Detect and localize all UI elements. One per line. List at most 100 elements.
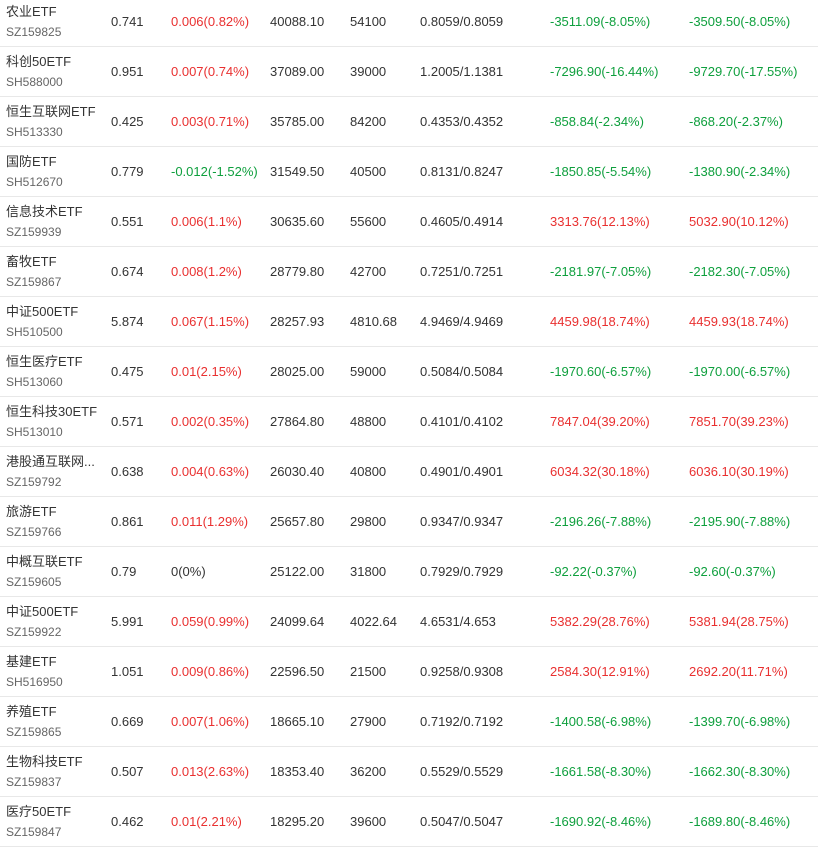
profit-loss-2: -9729.70(-17.55%) bbox=[689, 64, 798, 79]
price-cell: 0.861 bbox=[111, 496, 171, 547]
change-cell: 0.008(1.2%) bbox=[171, 246, 270, 297]
change: 0.059(0.99%) bbox=[171, 614, 250, 629]
etf-code: SH513010 bbox=[6, 424, 63, 439]
name-cell: 养殖ETF SZ159865 bbox=[0, 696, 111, 747]
table-row[interactable]: 畜牧ETF SZ159867 0.674 0.008(1.2%) 28779.8… bbox=[0, 246, 818, 297]
bid-ask: 0.5047/0.5047 bbox=[420, 814, 504, 829]
amount: 40088.10 bbox=[270, 14, 325, 29]
table-row[interactable]: 恒生医疗ETF SH513060 0.475 0.01(2.15%) 28025… bbox=[0, 346, 818, 397]
bid-ask-cell: 0.5084/0.5084 bbox=[420, 346, 550, 397]
bid-ask-cell: 0.7929/0.7929 bbox=[420, 546, 550, 597]
volume: 39000 bbox=[350, 64, 387, 79]
etf-name-link[interactable]: 恒生医疗ETF bbox=[6, 353, 83, 369]
volume-cell: 40500 bbox=[350, 146, 420, 197]
table-row[interactable]: 农业ETF SZ159825 0.741 0.006(0.82%) 40088.… bbox=[0, 0, 818, 47]
volume-cell: 36200 bbox=[350, 746, 420, 797]
etf-name-link[interactable]: 港股通互联网... bbox=[6, 453, 95, 469]
table-row[interactable]: 中证500ETF SH510500 5.874 0.067(1.15%) 282… bbox=[0, 296, 818, 347]
profit-loss: -92.22(-0.37%) bbox=[550, 564, 637, 579]
table-row[interactable]: 港股通互联网... SZ159792 0.638 0.004(0.63%) 26… bbox=[0, 446, 818, 497]
etf-code: SZ159867 bbox=[6, 274, 62, 289]
table-row[interactable]: 旅游ETF SZ159766 0.861 0.011(1.29%) 25657.… bbox=[0, 496, 818, 547]
etf-code: SZ159825 bbox=[6, 24, 62, 39]
table-row[interactable]: 养殖ETF SZ159865 0.669 0.007(1.06%) 18665.… bbox=[0, 696, 818, 747]
etf-name-link[interactable]: 基建ETF bbox=[6, 653, 57, 669]
bid-ask-cell: 0.4901/0.4901 bbox=[420, 446, 550, 497]
etf-name-link[interactable]: 恒生科技30ETF bbox=[6, 403, 98, 419]
name-cell: 国防ETF SH512670 bbox=[0, 146, 111, 197]
etf-code: SH513060 bbox=[6, 374, 63, 389]
table-row[interactable]: 信息技术ETF SZ159939 0.551 0.006(1.1%) 30635… bbox=[0, 196, 818, 247]
bid-ask: 0.5529/0.5529 bbox=[420, 764, 504, 779]
etf-name-link[interactable]: 恒生互联网ETF bbox=[6, 103, 96, 119]
bid-ask: 0.4605/0.4914 bbox=[420, 214, 504, 229]
table-row[interactable]: 生物科技ETF SZ159837 0.507 0.013(2.63%) 1835… bbox=[0, 746, 818, 797]
bid-ask: 4.9469/4.9469 bbox=[420, 314, 504, 329]
profit-loss-2: 2692.20(11.71%) bbox=[689, 664, 788, 679]
etf-name-link[interactable]: 中证500ETF bbox=[6, 303, 79, 319]
bid-ask-cell: 0.7251/0.7251 bbox=[420, 246, 550, 297]
profit-loss-cell: -7296.90(-16.44%) bbox=[550, 46, 689, 97]
table-row[interactable]: 基建ETF SH516950 1.051 0.009(0.86%) 22596.… bbox=[0, 646, 818, 697]
etf-name-link[interactable]: 养殖ETF bbox=[6, 703, 57, 719]
etf-name-link[interactable]: 科创50ETF bbox=[6, 53, 72, 69]
profit-loss-2: -868.20(-2.37%) bbox=[689, 114, 783, 129]
volume: 31800 bbox=[350, 564, 387, 579]
name-cell: 中证500ETF SZ159922 bbox=[0, 596, 111, 647]
table-row[interactable]: 医疗50ETF SZ159847 0.462 0.01(2.21%) 18295… bbox=[0, 796, 818, 847]
table-row[interactable]: 中概互联ETF SZ159605 0.79 0(0%) 25122.00 318… bbox=[0, 546, 818, 597]
volume: 40800 bbox=[350, 464, 387, 479]
etf-name-link[interactable]: 医疗50ETF bbox=[6, 803, 72, 819]
amount-cell: 28257.93 bbox=[270, 296, 350, 347]
bid-ask-cell: 0.9347/0.9347 bbox=[420, 496, 550, 547]
volume: 39600 bbox=[350, 814, 387, 829]
etf-name-link[interactable]: 畜牧ETF bbox=[6, 253, 57, 269]
volume-cell: 42700 bbox=[350, 246, 420, 297]
table-row[interactable]: 恒生科技30ETF SH513010 0.571 0.002(0.35%) 27… bbox=[0, 396, 818, 447]
bid-ask-cell: 4.6531/4.653 bbox=[420, 596, 550, 647]
price-cell: 0.779 bbox=[111, 146, 171, 197]
etf-name-link[interactable]: 中证500ETF bbox=[6, 603, 79, 619]
change-cell: 0.059(0.99%) bbox=[171, 596, 270, 647]
etf-name-link[interactable]: 生物科技ETF bbox=[6, 753, 83, 769]
profit-loss-cell: -1850.85(-5.54%) bbox=[550, 146, 689, 197]
etf-name-link[interactable]: 国防ETF bbox=[6, 153, 57, 169]
price: 0.951 bbox=[111, 64, 144, 79]
profit-loss-cell: 5382.29(28.76%) bbox=[550, 596, 689, 647]
amount-cell: 35785.00 bbox=[270, 96, 350, 147]
table-row[interactable]: 中证500ETF SZ159922 5.991 0.059(0.99%) 240… bbox=[0, 596, 818, 647]
price: 0.638 bbox=[111, 464, 144, 479]
price: 0.669 bbox=[111, 714, 144, 729]
amount: 18665.10 bbox=[270, 714, 325, 729]
bid-ask-cell: 0.7192/0.7192 bbox=[420, 696, 550, 747]
bid-ask-cell: 1.2005/1.1381 bbox=[420, 46, 550, 97]
bid-ask: 0.9347/0.9347 bbox=[420, 514, 504, 529]
table-row[interactable]: 国防ETF SH512670 0.779 -0.012(-1.52%) 3154… bbox=[0, 146, 818, 197]
price-cell: 0.462 bbox=[111, 796, 171, 847]
name-cell: 港股通互联网... SZ159792 bbox=[0, 446, 111, 497]
profit-loss-2: 6036.10(30.19%) bbox=[689, 464, 789, 479]
price: 0.779 bbox=[111, 164, 144, 179]
profit-loss: 3313.76(12.13%) bbox=[550, 214, 650, 229]
table-row[interactable]: 恒生互联网ETF SH513330 0.425 0.003(0.71%) 357… bbox=[0, 96, 818, 147]
profit-loss-2: 5381.94(28.75%) bbox=[689, 614, 789, 629]
etf-name-link[interactable]: 旅游ETF bbox=[6, 503, 57, 519]
volume: 59000 bbox=[350, 364, 387, 379]
etf-name-link[interactable]: 中概互联ETF bbox=[6, 553, 83, 569]
profit-loss: -1661.58(-8.30%) bbox=[550, 764, 652, 779]
volume: 4022.64 bbox=[350, 614, 397, 629]
etf-name-link[interactable]: 信息技术ETF bbox=[6, 203, 83, 219]
table-row[interactable]: 科创50ETF SH588000 0.951 0.007(0.74%) 3708… bbox=[0, 46, 818, 97]
change: 0.003(0.71%) bbox=[171, 114, 250, 129]
profit-loss: -3511.09(-8.05%) bbox=[550, 14, 651, 29]
profit-loss-2: -1662.30(-8.30%) bbox=[689, 764, 791, 779]
etf-name-link[interactable]: 农业ETF bbox=[6, 3, 57, 19]
profit-loss: -1690.92(-8.46%) bbox=[550, 814, 652, 829]
amount: 18295.20 bbox=[270, 814, 325, 829]
change-cell: 0.007(0.74%) bbox=[171, 46, 270, 97]
price: 0.507 bbox=[111, 764, 144, 779]
bid-ask: 0.4101/0.4102 bbox=[420, 414, 504, 429]
profit-loss-2: 4459.93(18.74%) bbox=[689, 314, 789, 329]
etf-code: SZ159792 bbox=[6, 474, 62, 489]
